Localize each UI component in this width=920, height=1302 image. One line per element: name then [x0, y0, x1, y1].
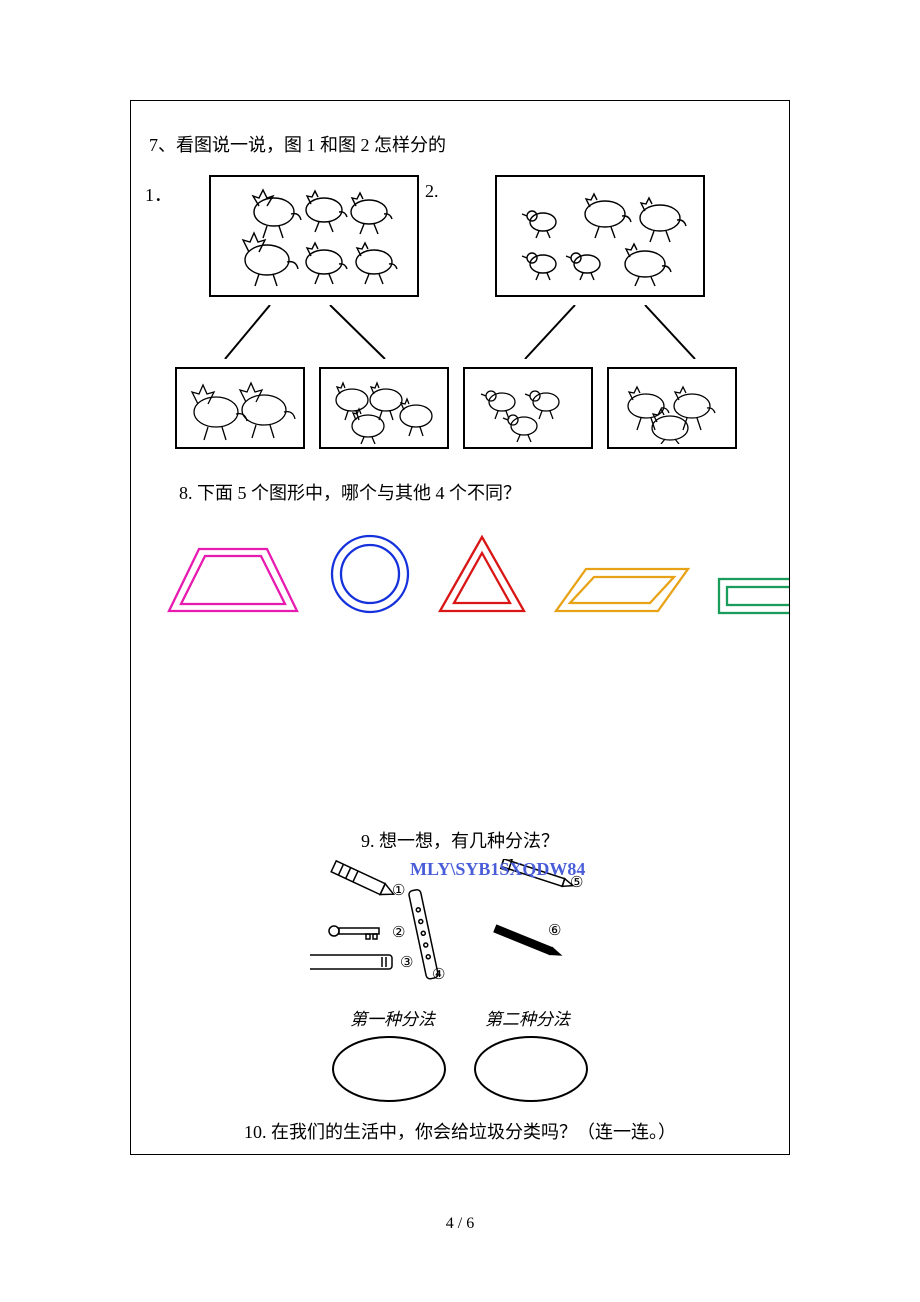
q9-items-svg: ① ② ③ ④ ⑤ ⑥: [310, 859, 610, 999]
q7-title: 7、看图说一说，图 1 和图 2 怎样分的: [149, 131, 775, 157]
q7-result-box-2: [319, 367, 449, 449]
svg-text:⑤: ⑤: [570, 875, 583, 891]
roosters-pair: [180, 372, 300, 444]
q9-method-2-label: 第二种分法: [485, 1005, 570, 1030]
svg-text:①: ①: [392, 883, 405, 899]
q10-title: 10. 在我们的生活中，你会给垃圾分类吗？（连一连。）: [145, 1118, 775, 1144]
q8-shapes-row: [145, 531, 775, 617]
q9-oval-2[interactable]: [474, 1036, 588, 1102]
shape-double-parallelogram: [552, 565, 692, 617]
svg-text:⑥: ⑥: [548, 923, 561, 939]
page: 7、看图说一说，图 1 和图 2 怎样分的 1． 2.: [0, 0, 920, 1302]
hens-group-2: [612, 372, 732, 444]
q7-source-box-1: [209, 175, 419, 297]
q8-title: 8. 下面 5 个图形中，哪个与其他 4 个不同？: [179, 479, 775, 505]
q9-title: 9. 想一想，有几种分法？: [145, 827, 775, 853]
q9-method-1-label: 第一种分法: [350, 1005, 435, 1030]
q9-oval-1[interactable]: [332, 1036, 446, 1102]
svg-text:④: ④: [432, 967, 445, 983]
page-number: 4 / 6: [130, 1215, 790, 1233]
chickens-group-2: [505, 182, 695, 290]
q7-label-2: 2.: [425, 175, 435, 202]
q9-method-labels: 第一种分法 第二种分法: [350, 1005, 570, 1030]
shape-trapezoid: [163, 543, 303, 617]
q7-result-box-1: [175, 367, 305, 449]
q7-result-box-4: [607, 367, 737, 449]
q9-content: MLY\SYB1SXQDW84: [145, 859, 775, 1114]
content-frame: 7、看图说一说，图 1 和图 2 怎样分的 1． 2.: [130, 100, 790, 1155]
svg-text:③: ③: [400, 955, 413, 971]
q7-label-1: 1．: [145, 175, 179, 207]
hens-group: [324, 372, 444, 444]
q7-connector-lines: [185, 305, 805, 359]
chicks-group: [468, 372, 588, 444]
q7-result-box-3: [463, 367, 593, 449]
q9-answer-ovals: [332, 1036, 588, 1102]
shape-double-triangle: [436, 533, 528, 617]
q9-items-area: MLY\SYB1SXQDW84: [310, 859, 610, 999]
shape-double-rect: [715, 575, 789, 617]
chickens-group-1: [219, 182, 409, 290]
q7-result-row: [175, 367, 775, 449]
q7-source-box-2: [495, 175, 705, 297]
shape-double-circle: [327, 531, 413, 617]
svg-text:②: ②: [392, 925, 405, 941]
q7-top-row: 1． 2.: [145, 175, 775, 297]
